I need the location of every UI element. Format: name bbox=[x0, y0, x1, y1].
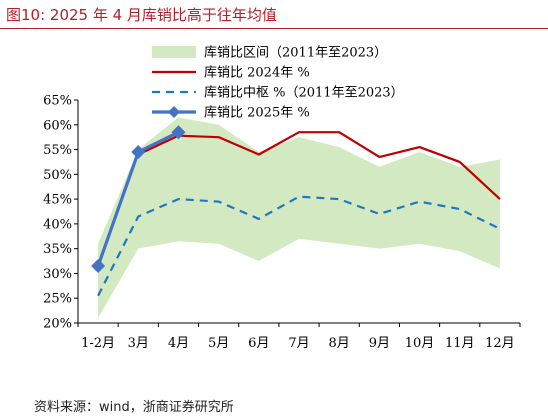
x-tick-label: 4月 bbox=[168, 336, 189, 351]
series-2025-point bbox=[131, 145, 146, 160]
source-note: 资料来源：wind，浙商证券研究所 bbox=[34, 400, 234, 415]
legend-swatch-marker bbox=[168, 106, 180, 118]
figure-title: 图10: 2025 年 4 月库销比高于往年均值 bbox=[6, 6, 277, 24]
legend: 库销比区间（2011年至2023） 库销比 2024年 % 库销比中枢 %（2011… bbox=[152, 45, 404, 121]
legend-label: 库销比 2025年 % bbox=[204, 105, 310, 121]
x-tick-label: 12月 bbox=[485, 336, 515, 351]
y-tick-label: 60% bbox=[43, 118, 72, 133]
y-tick-label: 45% bbox=[43, 193, 72, 208]
x-tick-label: 6月 bbox=[248, 336, 269, 351]
legend-label: 库销比中枢 %（2011年至2023） bbox=[204, 85, 404, 101]
series-layer bbox=[91, 125, 501, 297]
y-tick-label: 30% bbox=[43, 267, 72, 282]
x-tick-label: 5月 bbox=[208, 336, 229, 351]
y-tick-label: 65% bbox=[43, 94, 72, 109]
y-tick-label: 40% bbox=[43, 217, 72, 232]
legend-label: 库销比 2024年 % bbox=[204, 65, 310, 81]
x-tick-label: 9月 bbox=[369, 336, 390, 351]
series-2025-point bbox=[91, 259, 106, 274]
title-rule bbox=[0, 28, 548, 29]
x-tick-label: 10月 bbox=[405, 336, 435, 351]
legend-label: 库销比区间（2011年至2023） bbox=[204, 45, 387, 61]
y-tick-label: 25% bbox=[43, 292, 72, 307]
band-area bbox=[98, 117, 500, 319]
axis-layer: 20% 25% 30% 35% 40% 45% 50% 55% 60% 65% 1-2月 3月 4月 5月… bbox=[43, 94, 521, 351]
series-2025-point bbox=[171, 125, 186, 140]
x-tick-label: 8月 bbox=[329, 336, 350, 351]
y-tick-label: 35% bbox=[43, 242, 72, 257]
x-tick-label: 3月 bbox=[128, 336, 149, 351]
x-tick-label: 7月 bbox=[288, 336, 309, 351]
band-layer bbox=[98, 117, 500, 319]
x-tick-label: 1-2月 bbox=[81, 336, 115, 351]
legend-swatch-band bbox=[152, 46, 196, 58]
series-median-line bbox=[97, 195, 501, 297]
x-tick-label: 11月 bbox=[445, 336, 475, 351]
y-tick-label: 50% bbox=[43, 168, 72, 183]
series-2024-line bbox=[137, 131, 501, 200]
y-tick-label: 20% bbox=[43, 317, 72, 332]
y-tick-label: 55% bbox=[43, 143, 72, 158]
